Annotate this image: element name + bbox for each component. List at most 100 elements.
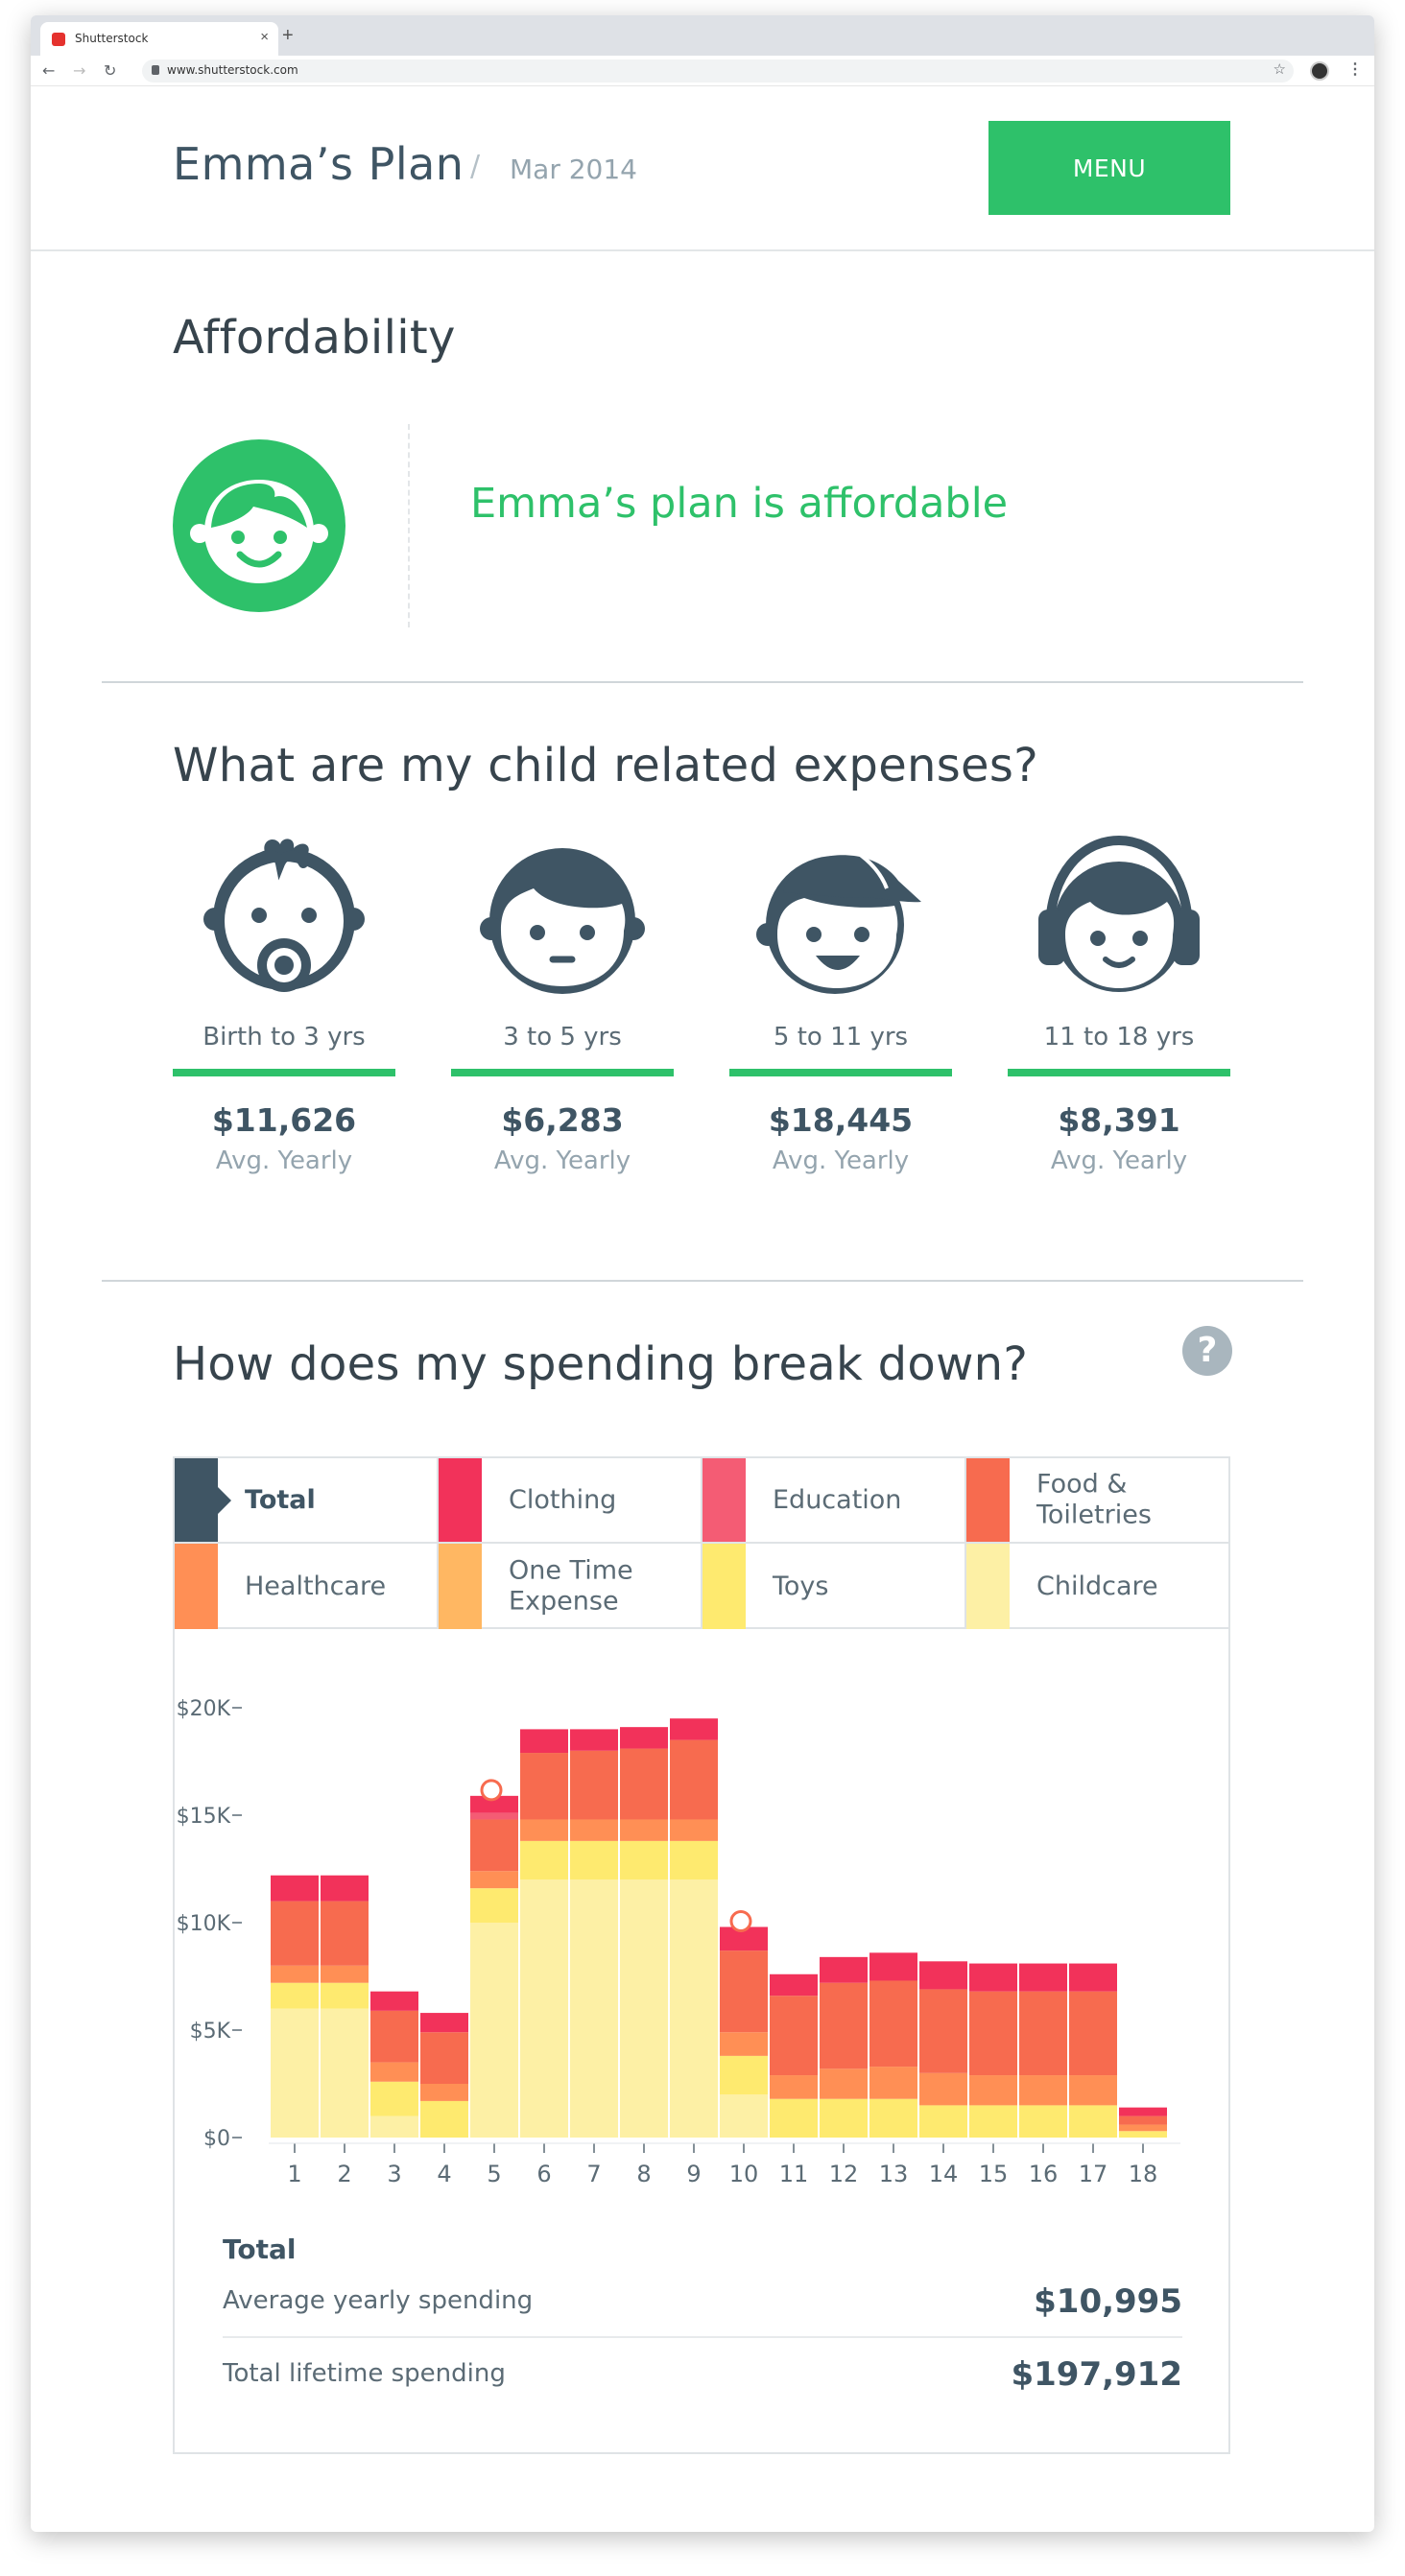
legend-item-total[interactable]: Total	[175, 1458, 439, 1544]
section-divider	[102, 1280, 1303, 1282]
age-group-birth-3[interactable]: Birth to 3 yrs $11,626 Avg. Yearly	[173, 835, 395, 1175]
data-marker-point	[480, 1779, 503, 1802]
bar-segment-toys	[720, 2055, 768, 2095]
age-label: 5 to 11 yrs	[773, 1023, 909, 1052]
legend-swatch	[702, 1544, 746, 1629]
age-sub-label: Avg. Yearly	[772, 1146, 910, 1175]
bar-segment-healthcare	[370, 2062, 418, 2082]
average-yearly-label: Average yearly spending	[223, 2286, 534, 2315]
bar-segment-clothing	[1019, 1963, 1067, 1992]
vertical-divider	[408, 424, 410, 627]
y-tick-label: $20K	[177, 1697, 231, 1721]
selected-arrow-icon	[218, 1487, 231, 1514]
profile-avatar[interactable]	[1310, 61, 1329, 81]
x-tick-label: 15	[979, 2161, 1009, 2187]
bar-segment-healthcare	[1019, 2075, 1067, 2106]
section-divider	[102, 681, 1303, 683]
x-tick-label: 4	[437, 2161, 451, 2187]
age-group-3-5[interactable]: 3 to 5 yrs $6,283 Avg. Yearly	[451, 835, 674, 1175]
bar-segment-food-toiletries	[820, 1982, 868, 2069]
age-group-11-18[interactable]: 11 to 18 yrs $8,391 Avg. Yearly	[1008, 835, 1230, 1175]
bar-segment-food-toiletries	[1119, 2115, 1167, 2125]
legend-item-toys[interactable]: Toys	[702, 1544, 966, 1629]
bar-segment-childcare	[670, 1879, 718, 2138]
browser-menu-icon[interactable]: ⋮	[1347, 61, 1363, 78]
bar-segment-toys	[570, 1840, 618, 1880]
legend-swatch	[439, 1458, 482, 1542]
bar-segment-healthcare	[720, 2032, 768, 2056]
bar-segment-food-toiletries	[1019, 1991, 1067, 2076]
x-tick-label: 14	[929, 2161, 959, 2187]
legend-item-healthcare[interactable]: Healthcare	[175, 1544, 439, 1629]
totals-section: Total Average yearly spending $10,995 To…	[223, 2233, 1182, 2411]
back-arrow-icon[interactable]: ←	[42, 61, 56, 80]
new-tab-icon[interactable]: +	[282, 25, 294, 46]
bar-segment-childcare	[271, 2008, 319, 2138]
bar-segment-food-toiletries	[470, 1819, 518, 1872]
age-underline	[173, 1069, 395, 1076]
age-label: Birth to 3 yrs	[202, 1023, 366, 1052]
tab-title: Shutterstock	[75, 32, 149, 45]
help-icon[interactable]: ?	[1182, 1326, 1232, 1376]
menu-button[interactable]: MENU	[988, 121, 1230, 215]
bar-segment-clothing	[969, 1963, 1017, 1992]
x-tick-label: 11	[779, 2161, 809, 2187]
legend-item-education[interactable]: Education	[702, 1458, 966, 1544]
bar-segment-clothing	[919, 1961, 967, 1990]
shutterstock-favicon-icon	[52, 33, 65, 46]
bar-segment-food-toiletries	[420, 2032, 468, 2084]
age-underline	[451, 1069, 674, 1076]
legend-item-childcare[interactable]: Childcare	[966, 1544, 1230, 1629]
bar-segment-clothing	[820, 1956, 868, 1983]
bar-segment-clothing	[1119, 2107, 1167, 2116]
kid-cap-icon	[756, 846, 921, 994]
x-tick-label: 12	[829, 2161, 859, 2187]
bar-segment-clothing	[670, 1718, 718, 1740]
bar-segment-childcare	[370, 2115, 418, 2138]
close-tab-icon[interactable]: ×	[260, 29, 269, 45]
legend-item-food-toiletries[interactable]: Food & Toiletries	[966, 1458, 1230, 1544]
bar-segment-healthcare	[670, 1819, 718, 1841]
bookmark-star-icon[interactable]: ☆	[1273, 61, 1286, 78]
bar-segment-education	[470, 1812, 518, 1820]
x-tick-label: 18	[1129, 2161, 1158, 2187]
x-tick-label: 9	[686, 2161, 701, 2187]
totals-heading: Total	[223, 2233, 297, 2265]
bar-segment-clothing	[321, 1875, 369, 1902]
age-underline	[1008, 1069, 1230, 1076]
lifetime-value: $197,912	[1011, 2355, 1182, 2394]
y-tick-label: $15K	[177, 1805, 231, 1829]
bar-segment-healthcare	[321, 1965, 369, 1983]
bar-segment-childcare	[520, 1879, 568, 2138]
age-group-5-11[interactable]: 5 to 11 yrs $18,445 Avg. Yearly	[729, 835, 952, 1175]
bar-segment-toys	[1019, 2105, 1067, 2138]
forward-arrow-icon[interactable]: →	[73, 61, 86, 80]
browser-toolbar: ← → ↻ www.shutterstock.com ☆ ⋮	[31, 56, 1374, 86]
bar-segment-food-toiletries	[720, 1950, 768, 2033]
teen-headphones-icon	[1038, 835, 1200, 992]
legend-item-clothing[interactable]: Clothing	[439, 1458, 702, 1544]
bar-segment-food-toiletries	[770, 1996, 818, 2076]
bar-segment-clothing	[869, 1952, 917, 1981]
legend-label: Total	[245, 1484, 316, 1515]
age-sub-label: Avg. Yearly	[1050, 1146, 1188, 1175]
bar-segment-clothing	[570, 1729, 618, 1751]
x-tick-label: 3	[387, 2161, 401, 2187]
bar-segment-childcare	[720, 2094, 768, 2138]
address-bar[interactable]: www.shutterstock.com ☆	[142, 59, 1294, 83]
browser-tab[interactable]: Shutterstock ×	[40, 22, 278, 56]
legend-item-one-time-expense[interactable]: One Time Expense	[439, 1544, 702, 1629]
bar-segment-healthcare	[1119, 2124, 1167, 2132]
bar-segment-food-toiletries	[370, 2010, 418, 2063]
legend-label: Toys	[773, 1571, 829, 1601]
bar-segment-healthcare	[919, 2072, 967, 2106]
bar-segment-food-toiletries	[969, 1991, 1017, 2076]
reload-icon[interactable]: ↻	[104, 61, 117, 80]
affordability-heading: Affordability	[173, 311, 456, 365]
age-amount: $11,626	[211, 1101, 357, 1139]
plan-title: Emma’s Plan	[173, 138, 464, 190]
breadcrumb-separator: /	[470, 150, 481, 183]
age-label: 11 to 18 yrs	[1043, 1023, 1195, 1052]
legend-swatch	[175, 1544, 218, 1629]
